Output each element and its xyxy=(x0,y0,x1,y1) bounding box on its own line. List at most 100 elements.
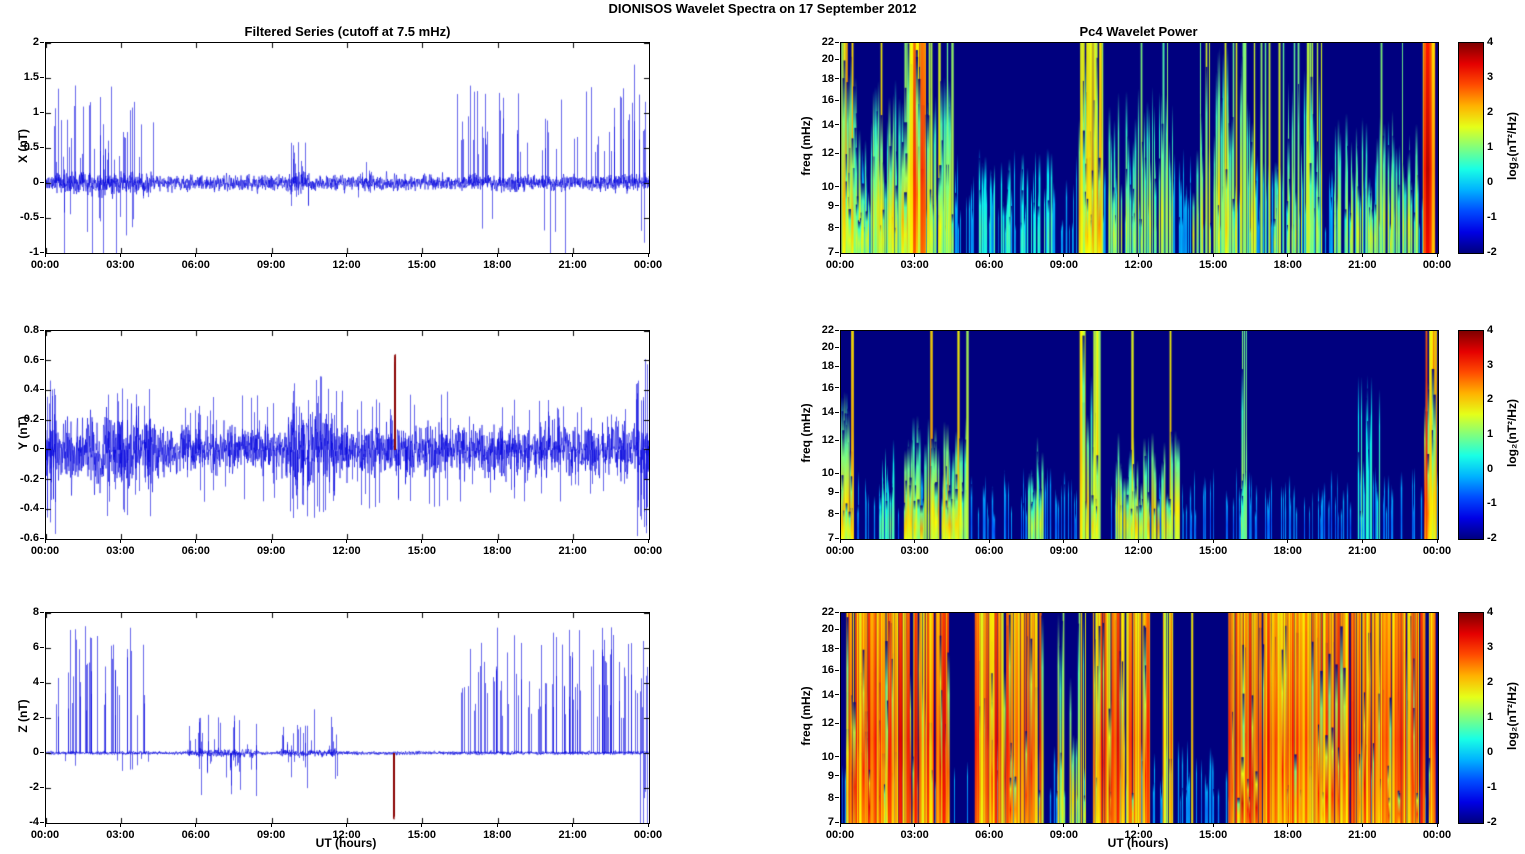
y-tick-mark xyxy=(40,448,44,449)
y-tick-label: 7 xyxy=(827,246,834,258)
x-tick-mark xyxy=(1138,253,1139,257)
y-tick-mark xyxy=(835,366,839,367)
x-tick-label: 06:00 xyxy=(181,259,210,271)
xlabel-left: UT (hours) xyxy=(315,836,377,850)
x-tick-mark xyxy=(271,539,272,543)
y-tick-mark xyxy=(40,717,44,718)
y-tick-label: 7 xyxy=(827,532,834,544)
x-tick-label: 15:00 xyxy=(1199,545,1228,557)
y-tick-mark xyxy=(835,59,839,60)
y-tick-label: 8 xyxy=(827,791,834,804)
colorbar-tick-label: 4 xyxy=(1487,606,1494,618)
x-tick-mark xyxy=(421,253,422,257)
x-tick-mark xyxy=(1437,253,1438,257)
x-tick-mark xyxy=(346,253,347,257)
x-tick-label: 06:00 xyxy=(181,829,210,841)
y-tick-mark xyxy=(835,538,839,539)
left-column-title: Filtered Series (cutoff at 7.5 mHz) xyxy=(244,24,451,39)
x-tick-mark xyxy=(1213,539,1214,543)
colorbar xyxy=(1458,612,1484,824)
y-tick-label: -0.4 xyxy=(20,502,39,515)
y-tick-mark xyxy=(40,182,44,183)
colorbar-tick-label: -1 xyxy=(1487,211,1497,223)
colorbar-tick-label: 3 xyxy=(1487,358,1494,371)
colorbar-tick-label: -2 xyxy=(1487,532,1497,544)
x-tick-mark xyxy=(421,539,422,543)
y-tick-label: -2 xyxy=(29,781,39,793)
colorbar-tick-label: 0 xyxy=(1487,462,1494,475)
y-tick-label: 22 xyxy=(821,36,834,48)
y-tick-mark xyxy=(835,513,839,514)
x-tick-mark xyxy=(914,539,915,543)
y-tick-mark xyxy=(835,347,839,348)
y-tick-label: 8 xyxy=(827,221,834,234)
x-tick-mark xyxy=(195,539,196,543)
y-tick-label: 2 xyxy=(32,711,39,723)
y-tick-label: -0.5 xyxy=(20,211,39,223)
x-tick-label: 00:00 xyxy=(633,545,663,557)
x-tick-mark xyxy=(648,253,649,257)
y-tick-mark xyxy=(40,682,44,683)
x-tick-label: 09:00 xyxy=(257,829,286,841)
y-tick-label: 14 xyxy=(821,406,834,419)
xlabel-right: UT (hours) xyxy=(1107,836,1169,850)
x-tick-label: 18:00 xyxy=(483,545,512,557)
x-tick-mark xyxy=(1287,253,1288,257)
x-tick-label: 00:00 xyxy=(633,829,663,841)
y-tick-mark xyxy=(40,330,44,331)
y-tick-mark xyxy=(40,822,44,823)
x-tick-mark xyxy=(572,823,573,827)
y-tick-label: 0.8 xyxy=(23,324,39,336)
y-tick-mark xyxy=(40,478,44,479)
pc4-wavelet-power-y-canvas xyxy=(840,330,1439,540)
pc4-wavelet-power-x-canvas xyxy=(840,42,1439,254)
x-tick-label: 21:00 xyxy=(1348,259,1377,271)
y-tick-mark xyxy=(835,412,839,413)
x-tick-mark xyxy=(840,253,841,257)
x-tick-mark xyxy=(914,823,915,827)
x-tick-label: 15:00 xyxy=(407,545,436,557)
y-tick-mark xyxy=(835,822,839,823)
x-tick-mark xyxy=(572,253,573,257)
z-series-canvas xyxy=(45,612,650,824)
x-tick-mark xyxy=(914,253,915,257)
y-tick-label: -0.2 xyxy=(20,472,39,485)
x-tick-label: 06:00 xyxy=(975,545,1004,557)
colorbar-tick-label: 2 xyxy=(1487,106,1494,118)
y-tick-mark xyxy=(835,473,839,474)
colorbar-tick-label: 4 xyxy=(1487,36,1494,48)
y-tick-mark xyxy=(40,538,44,539)
x-tick-label: 06:00 xyxy=(181,545,210,557)
y-tick-mark xyxy=(835,78,839,79)
x-tick-mark xyxy=(45,539,46,543)
colorbar-tick-label: 0 xyxy=(1487,746,1494,758)
y-tick-label: 18 xyxy=(821,360,834,373)
colorbar-tick-label: -2 xyxy=(1487,816,1497,828)
y-tick-label: 0 xyxy=(32,176,39,188)
x-tick-label: 00:00 xyxy=(825,259,855,271)
colorbar-label: log₂(nT²/Hz) xyxy=(1505,112,1519,180)
y-tick-mark xyxy=(835,797,839,798)
x-tick-mark xyxy=(1437,823,1438,827)
x-tick-label: 00:00 xyxy=(1422,829,1452,841)
y-tick-label: 8 xyxy=(32,606,39,618)
y-tick-mark xyxy=(40,508,44,509)
x-tick-label: 12:00 xyxy=(1124,259,1153,271)
colorbar-tick-label: 1 xyxy=(1487,428,1494,440)
figure-title: DIONISOS Wavelet Spectra on 17 September… xyxy=(608,1,917,16)
y-tick-label: 10 xyxy=(821,467,834,480)
y-tick-mark xyxy=(40,42,44,43)
x-tick-label: 03:00 xyxy=(106,829,135,841)
x-tick-label: 00:00 xyxy=(30,259,60,271)
x-tick-label: 09:00 xyxy=(1049,545,1078,557)
x-tick-label: 21:00 xyxy=(558,259,587,271)
x-tick-mark xyxy=(195,823,196,827)
x-tick-mark xyxy=(1362,253,1363,257)
y-tick-label: -4 xyxy=(29,816,39,828)
x-tick-mark xyxy=(1063,539,1064,543)
x-tick-mark xyxy=(1138,823,1139,827)
x-tick-label: 21:00 xyxy=(1348,545,1377,557)
y-tick-label: 0.2 xyxy=(23,413,39,426)
y-tick-label: 16 xyxy=(821,664,834,677)
x-tick-mark xyxy=(840,539,841,543)
